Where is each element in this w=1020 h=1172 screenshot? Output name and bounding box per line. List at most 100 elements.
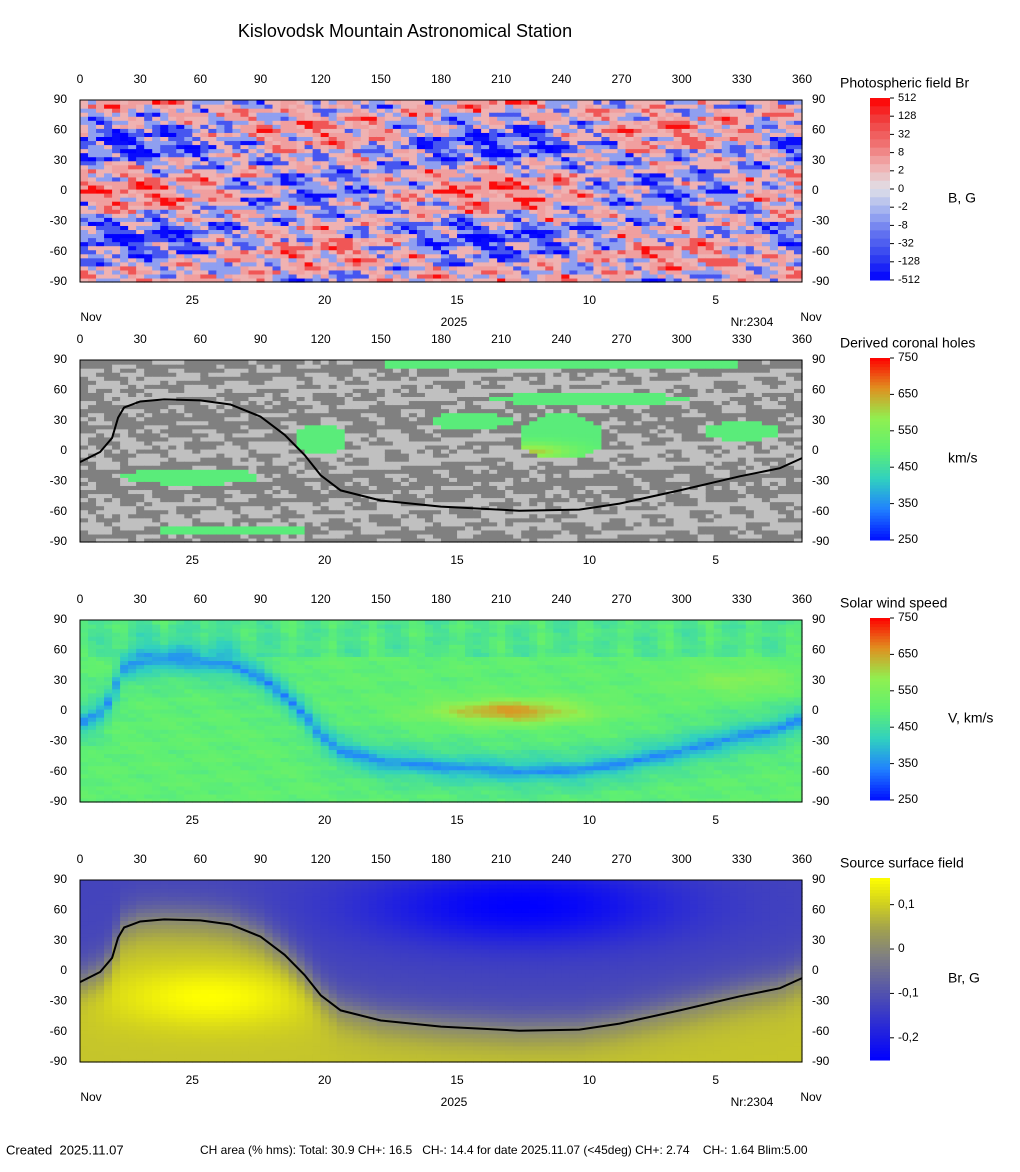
map-cell <box>457 172 466 178</box>
map-cell <box>553 112 562 117</box>
map-cell <box>465 197 474 202</box>
map-cell <box>593 188 603 194</box>
map-cell <box>224 249 234 255</box>
map-cell <box>160 193 169 198</box>
map-cell <box>112 388 121 393</box>
map-cell <box>280 140 290 146</box>
map-cell <box>769 140 779 146</box>
map-cell <box>713 132 723 137</box>
map-cell <box>737 245 747 251</box>
map-cell <box>136 420 145 426</box>
map-cell <box>416 168 426 174</box>
map-cell <box>753 269 763 275</box>
map-cell <box>617 229 627 235</box>
map-cell <box>320 156 330 162</box>
map-cell <box>745 144 755 150</box>
map-cell <box>737 168 747 174</box>
map-cell <box>288 108 298 113</box>
map-cell <box>112 400 121 406</box>
map-cell <box>216 469 225 474</box>
map-cell <box>473 168 482 174</box>
map-cell <box>449 229 458 235</box>
map-cell <box>593 221 603 226</box>
map-cell <box>200 368 209 373</box>
map-cell <box>104 197 113 202</box>
map-cell <box>240 152 250 158</box>
map-cell <box>304 180 314 186</box>
map-cell <box>416 209 426 214</box>
map-cell <box>537 116 546 121</box>
map-cell <box>208 465 217 470</box>
map-cell <box>168 221 177 226</box>
map-cell <box>176 241 185 247</box>
map-cell <box>344 100 354 105</box>
map-cell <box>689 108 699 113</box>
map-cell <box>400 265 410 271</box>
map-cell <box>352 144 362 150</box>
map-cell <box>344 209 354 214</box>
map-cell <box>208 521 217 527</box>
map-cell <box>657 108 667 113</box>
map-cell <box>304 140 314 146</box>
map-cell <box>200 188 209 194</box>
map-cell <box>585 160 595 166</box>
map-cell <box>384 269 394 275</box>
map-cell <box>777 180 787 186</box>
y-tick-label-right: 0 <box>812 183 819 197</box>
colorbar-tick-label: 512 <box>898 92 916 104</box>
map-cell <box>441 188 450 194</box>
map-cell <box>264 176 274 182</box>
map-cell <box>168 448 177 454</box>
map-cell <box>376 269 386 275</box>
map-cell <box>144 376 153 381</box>
map-cell <box>424 108 434 113</box>
map-cell <box>625 136 635 142</box>
map-cell <box>88 209 97 214</box>
map-cell <box>681 277 691 283</box>
map-cell <box>737 197 747 202</box>
map-cell <box>264 100 274 105</box>
map-cell <box>248 193 258 198</box>
map-cell <box>697 160 707 166</box>
map-cell <box>376 188 386 194</box>
map-cell <box>785 249 795 255</box>
map-cell <box>216 368 225 373</box>
map-cell <box>168 217 177 222</box>
map-cell <box>424 168 434 174</box>
map-cell <box>200 432 209 438</box>
map-cell <box>489 209 498 214</box>
map-cell <box>320 180 330 186</box>
map-cell <box>625 229 635 235</box>
map-cell <box>753 172 763 178</box>
map-cell <box>633 104 643 109</box>
map-cell <box>545 116 554 121</box>
map-cell <box>376 184 386 190</box>
map-cell <box>96 517 105 523</box>
map-cell <box>224 176 234 182</box>
map-cell <box>432 152 442 158</box>
map-cell <box>793 100 803 105</box>
map-cell <box>609 188 619 194</box>
map-cell <box>392 205 402 210</box>
map-cell <box>513 245 522 251</box>
map-cell <box>288 197 298 202</box>
map-cell <box>633 148 643 154</box>
map-cell <box>200 205 209 210</box>
map-cell <box>553 265 562 271</box>
map-cell <box>160 469 169 474</box>
map-cell <box>697 116 707 121</box>
map-cell <box>601 245 611 251</box>
map-cell <box>609 193 619 198</box>
map-cell <box>248 156 258 162</box>
map-cell <box>128 420 137 426</box>
map-cell <box>224 440 234 446</box>
map-cell <box>416 128 426 133</box>
map-cell <box>192 404 201 410</box>
map-cell <box>721 241 731 247</box>
map-cell <box>192 493 201 499</box>
map-cell <box>136 501 145 507</box>
map-cell <box>328 152 338 158</box>
map-cell <box>489 144 498 150</box>
map-cell <box>112 269 121 275</box>
map-cell <box>625 205 635 210</box>
